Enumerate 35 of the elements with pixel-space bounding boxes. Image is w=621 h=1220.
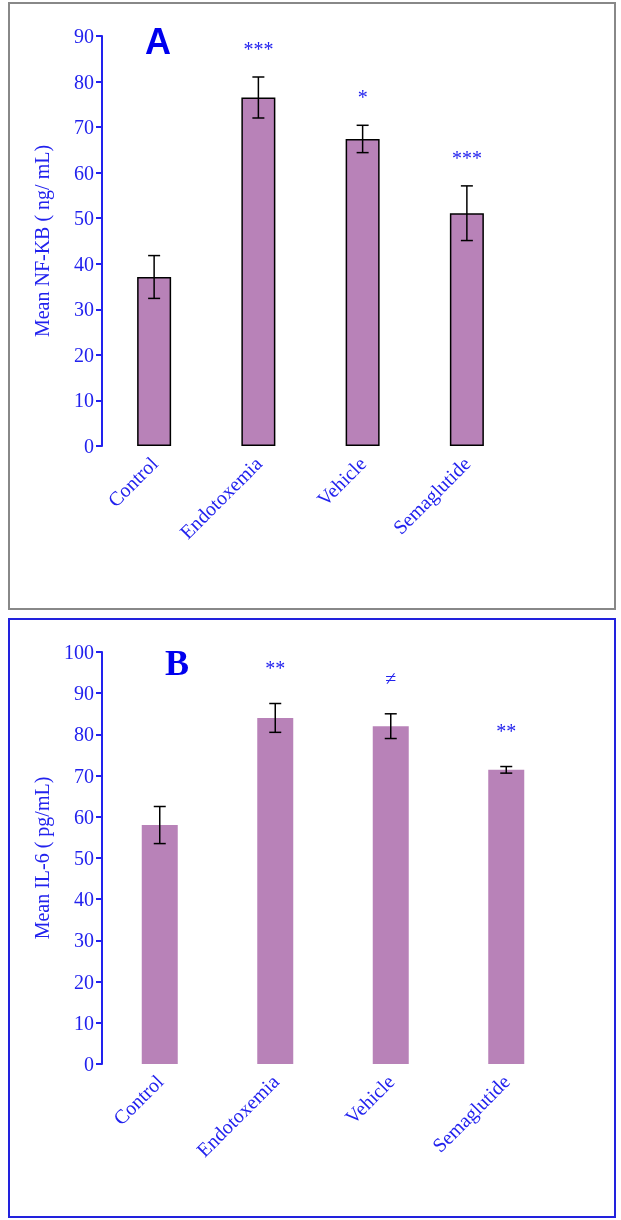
y-tick-label: 30: [74, 929, 94, 952]
y-tick-label: 20: [74, 970, 94, 993]
bar: [372, 726, 409, 1064]
y-tick-label: 50: [74, 207, 94, 230]
bar: [141, 825, 178, 1064]
y-tick-label: 30: [74, 298, 94, 321]
y-tick-label: 50: [74, 847, 94, 869]
y-tick-label: 70: [74, 764, 94, 787]
y-tick-label: 40: [74, 888, 94, 911]
annotation: ≠: [385, 666, 397, 689]
chart-title: A: [145, 20, 171, 62]
y-tick-label: 60: [74, 805, 94, 828]
annotation: ***: [243, 38, 274, 60]
y-tick-label: 60: [74, 161, 94, 184]
y-tick-label: 90: [74, 682, 94, 705]
annotation: *: [357, 86, 368, 109]
annotation: **: [265, 656, 286, 679]
y-axis-title: Mean NF-KB ( ng/ mL): [31, 144, 54, 338]
y-axis-title: Mean IL-6 ( pg/mL): [31, 776, 54, 940]
bar: [488, 769, 525, 1064]
y-tick-label: 70: [74, 116, 94, 139]
chart-title: B: [165, 643, 190, 683]
annotation: **: [496, 719, 517, 742]
annotation: ***: [451, 146, 482, 169]
y-tick-label: 80: [74, 723, 94, 746]
y-tick-label: 20: [74, 343, 94, 366]
y-tick-label: 100: [64, 641, 94, 663]
y-tick-label: 10: [74, 389, 94, 412]
y-tick-label: 90: [74, 25, 94, 47]
y-tick-label: 0: [84, 1053, 94, 1075]
bar: [257, 717, 294, 1064]
y-tick-label: 80: [74, 70, 94, 93]
y-tick-label: 10: [74, 1011, 94, 1034]
y-tick-label: 40: [74, 252, 94, 275]
y-tick-label: 0: [84, 435, 94, 457]
